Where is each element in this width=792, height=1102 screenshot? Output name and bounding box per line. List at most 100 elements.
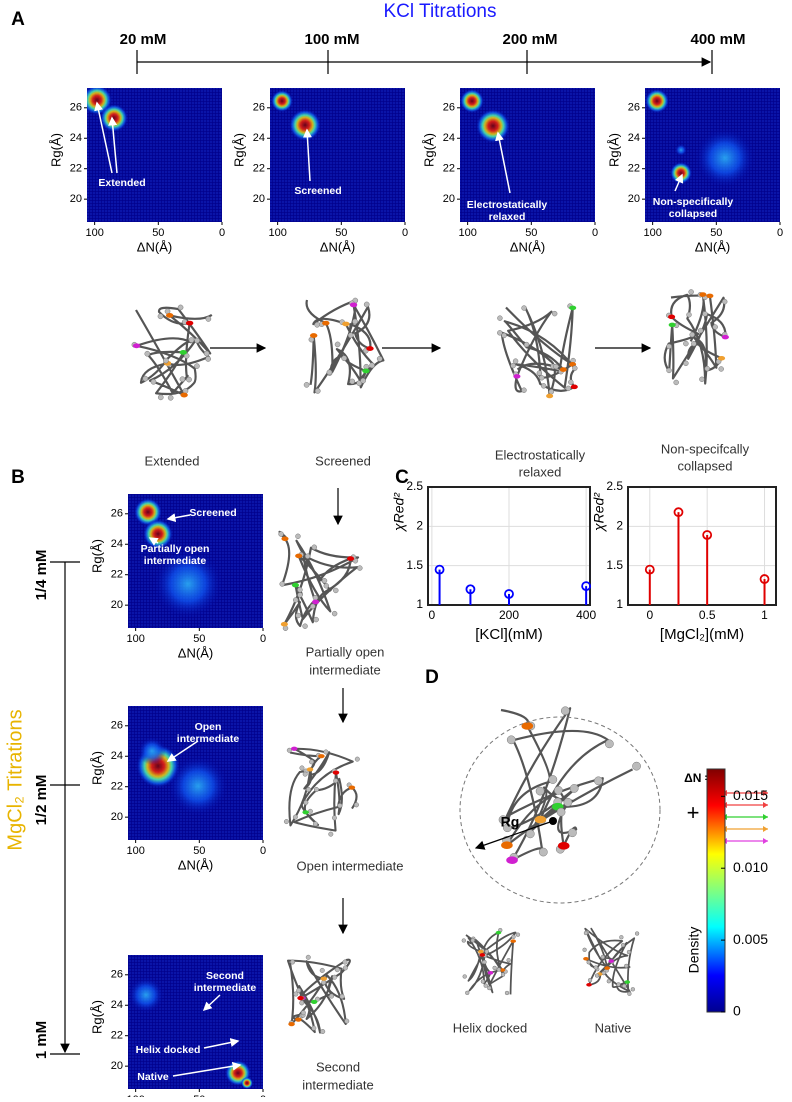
base [297, 592, 303, 598]
marked-base [510, 939, 516, 943]
base [634, 931, 640, 936]
base [142, 375, 149, 382]
base [686, 312, 692, 318]
x-tick-label: 0 [429, 608, 436, 622]
marked-base [706, 293, 714, 299]
y-tick-label: 1.5 [406, 558, 423, 572]
marked-base [290, 746, 298, 751]
base [691, 341, 697, 347]
rg-label: Rg [501, 814, 520, 830]
x-tick-label: 100 [126, 845, 144, 857]
base [321, 980, 327, 986]
base [683, 340, 689, 347]
x-axis-label: ΔN(Å) [137, 239, 172, 254]
annotation: intermediate [177, 733, 240, 745]
structure-caption: collapsed [678, 458, 733, 473]
structure-caption: Extended [145, 453, 200, 468]
y-tick-label: 22 [111, 1030, 123, 1042]
backbone [500, 306, 577, 398]
y-tick-label: 22 [70, 163, 82, 175]
x-tick-label: 50 [335, 227, 347, 239]
base [497, 315, 503, 321]
y-tick-label: 2.5 [606, 479, 623, 493]
stem-head [673, 507, 684, 518]
marked-base [586, 982, 592, 987]
marked-base [179, 350, 187, 355]
marked-base [295, 1017, 302, 1022]
base [312, 594, 319, 601]
marked-base [132, 343, 141, 349]
base [548, 388, 555, 395]
rna-structure [278, 530, 363, 631]
base [342, 959, 348, 965]
base [560, 706, 570, 716]
x-tick-label: 100 [126, 633, 144, 645]
base [484, 949, 489, 954]
base [179, 376, 186, 383]
base [689, 331, 695, 338]
panel-label: A [11, 9, 25, 30]
base [194, 337, 200, 344]
base [314, 388, 321, 394]
y-tick-label: 20 [628, 193, 640, 205]
base [369, 362, 375, 369]
heatmap [128, 494, 263, 628]
marked-base [478, 949, 484, 954]
base [583, 930, 589, 936]
base [292, 597, 299, 603]
base [548, 775, 558, 784]
marked-base [185, 320, 194, 326]
base [501, 332, 507, 339]
base [630, 987, 636, 992]
heatmap [460, 88, 595, 222]
concentration-label: 1/2 mM [33, 775, 50, 826]
x-tick-label: 0 [777, 227, 783, 239]
marked-base [310, 999, 318, 1004]
base [319, 967, 325, 973]
x-tick-label: 100 [85, 227, 103, 239]
x-axis-label: ΔN(Å) [178, 857, 213, 872]
colorbar-tick-label: 0 [733, 1003, 741, 1019]
base [535, 786, 545, 796]
base [313, 786, 319, 792]
y-axis-label: Rg(Å) [48, 133, 63, 167]
y-tick-label: 20 [111, 811, 123, 823]
base [712, 324, 718, 330]
base [510, 362, 516, 369]
annotation-arrow [166, 513, 191, 523]
x-tick-label: 50 [193, 845, 205, 857]
rna-structure [286, 954, 351, 1035]
base [568, 379, 574, 385]
marked-base [281, 536, 289, 542]
y-tick-label: 20 [111, 1060, 123, 1072]
concentration-label: 400 mM [690, 31, 745, 48]
cell-overlay [270, 88, 405, 222]
base [295, 533, 301, 540]
rna-structure [303, 297, 385, 394]
marked-base [348, 785, 356, 790]
y-tick-label: 20 [443, 193, 455, 205]
y-tick-label: 24 [111, 750, 123, 762]
base [553, 363, 559, 370]
rna-structure [283, 746, 360, 837]
y-axis-label: Rg(Å) [89, 1000, 104, 1034]
structure-caption: Partially open [306, 644, 385, 659]
x-axis-label: ΔN(Å) [510, 239, 545, 254]
base [290, 959, 296, 965]
stem-head [504, 589, 514, 599]
y-tick-label: 2.5 [406, 479, 423, 493]
y-tick-label: 26 [70, 102, 82, 114]
base [296, 988, 302, 994]
base [347, 332, 354, 339]
base [616, 982, 621, 987]
base [492, 965, 497, 971]
marked-base [295, 553, 303, 559]
x-tick-label: 0 [592, 227, 598, 239]
rg-arrow [474, 820, 554, 850]
base [511, 934, 516, 939]
y-tick-label: 24 [111, 999, 123, 1011]
base [157, 394, 164, 401]
marked-base [501, 841, 513, 849]
base [515, 932, 521, 937]
x-tick-label: 1 [761, 608, 768, 622]
